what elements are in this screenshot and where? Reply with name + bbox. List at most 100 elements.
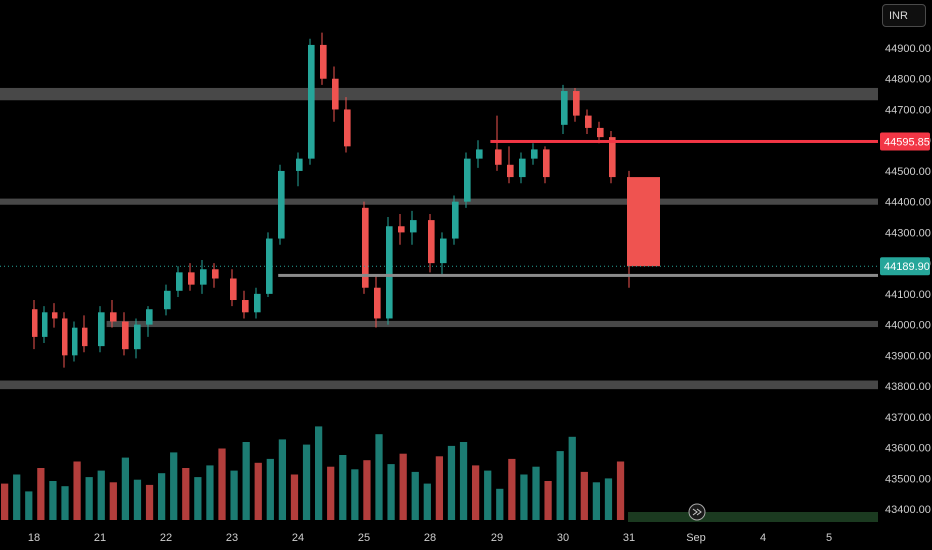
volume-bar-14 — [170, 452, 178, 520]
candle-body-23 — [320, 44, 327, 79]
candle-body-11 — [164, 290, 171, 310]
volume-bar-35 — [423, 483, 431, 520]
candle-body-22 — [308, 44, 315, 159]
volume-bar-13 — [158, 473, 166, 520]
candle-body-8 — [122, 321, 129, 350]
y-tick-0: 44900.00 — [885, 43, 931, 55]
candle-body-34 — [464, 158, 471, 202]
volume-base-strip — [628, 512, 878, 522]
support-line — [278, 273, 878, 277]
y-tick-14: 43500.00 — [885, 473, 931, 485]
price-tag-0: 44595.85 — [884, 136, 930, 148]
volume-bar-4 — [49, 481, 57, 520]
y-tick-4: 44500.00 — [885, 166, 931, 178]
volume-bar-6 — [73, 461, 81, 520]
volume-bar-45 — [544, 481, 552, 520]
volume-bar-15 — [182, 468, 190, 520]
zone-1 — [0, 198, 878, 205]
candle-body-10 — [146, 309, 153, 325]
volume-bar-7 — [85, 477, 93, 520]
y-tick-5: 44400.00 — [885, 197, 931, 209]
candle-body-9 — [134, 324, 141, 350]
candle-body-36 — [495, 149, 502, 165]
candle-body-15 — [212, 269, 219, 279]
y-tick-15: 43400.00 — [885, 504, 931, 516]
volume-bar-23 — [278, 439, 287, 520]
candle-body-46 — [627, 177, 660, 267]
volume-bar-32 — [387, 464, 395, 520]
volume-bar-29 — [351, 469, 359, 520]
candle-body-19 — [266, 238, 273, 294]
volume-bar-16 — [194, 477, 202, 520]
candle-body-39 — [531, 149, 538, 159]
candle-body-1 — [42, 312, 48, 337]
volume-bar-8 — [97, 470, 105, 520]
candle-body-7 — [110, 312, 117, 322]
time-axis[interactable]: 18 21 22 23 24 25 28 29 30 31 Sep 4 5 — [28, 532, 832, 544]
volume-bar-47 — [568, 436, 576, 520]
y-tick-13: 43600.00 — [885, 443, 931, 455]
zone-3 — [0, 380, 878, 390]
currency-selector[interactable]: INR — [882, 4, 926, 27]
volume-bar-3 — [37, 468, 45, 520]
candle-body-31 — [428, 220, 435, 264]
candle-body-45 — [609, 137, 616, 178]
candle-body-2 — [52, 312, 58, 319]
volume-bar-20 — [242, 442, 250, 520]
zone-2 — [106, 320, 879, 328]
volume-bar-39 — [472, 465, 480, 520]
x-tick-5: 25 — [358, 532, 370, 544]
volume-bar-36 — [435, 456, 444, 520]
volume-bar-30 — [363, 460, 371, 520]
volume-bar-9 — [109, 482, 117, 520]
volume-bar-31 — [375, 434, 383, 520]
volume-bar-18 — [218, 448, 226, 520]
candle-body-26 — [362, 207, 369, 288]
volume-bar-50 — [604, 478, 613, 520]
volume-bar-21 — [254, 462, 262, 520]
candle-body-35 — [476, 149, 483, 159]
price-axis[interactable]: 44900.0044800.0044700.0044600.0044500.00… — [885, 43, 931, 516]
chevrons-right-icon — [692, 508, 702, 516]
x-tick-9: 31 — [623, 532, 635, 544]
candle-body-38 — [519, 158, 526, 178]
volume-bar-25 — [302, 444, 311, 520]
y-tick-6: 44300.00 — [885, 227, 931, 239]
price-tag-box-0 — [880, 132, 930, 151]
x-tick-12: 5 — [826, 532, 832, 544]
volume-bar-44 — [532, 466, 540, 520]
volume-bar-0 — [1, 483, 9, 520]
candle-body-37 — [507, 164, 514, 178]
volume-bar-11 — [133, 479, 142, 520]
volume-bar-46 — [556, 451, 564, 520]
candle-body-40 — [543, 149, 550, 178]
candle-body-28 — [386, 226, 393, 319]
volume-bar-24 — [290, 474, 299, 520]
x-tick-0: 18 — [28, 532, 40, 544]
volume-bar-1 — [13, 474, 21, 520]
candle-body-18 — [254, 293, 261, 313]
candle-body-41 — [561, 91, 568, 125]
resistance-line — [490, 139, 878, 143]
volume-bar-38 — [459, 442, 468, 520]
x-tick-8: 30 — [557, 532, 569, 544]
zone-0 — [0, 87, 878, 101]
zones-layer — [0, 87, 879, 390]
candle-body-5 — [82, 327, 88, 347]
volume-bar-10 — [121, 457, 130, 520]
volume-bar-49 — [592, 482, 601, 520]
candle-body-42 — [573, 91, 580, 116]
y-tick-8: 44100.00 — [885, 289, 931, 301]
candle-body-16 — [230, 278, 237, 301]
candle-body-13 — [188, 272, 195, 285]
lines-layer — [0, 139, 878, 277]
price-tag-box-1 — [880, 257, 930, 276]
volume-bar-17 — [206, 465, 214, 520]
candles-layer — [32, 32, 660, 368]
x-tick-11: 4 — [760, 532, 766, 544]
y-tick-10: 43900.00 — [885, 350, 931, 362]
x-tick-1: 21 — [94, 532, 106, 544]
volume-bar-37 — [447, 445, 456, 520]
volume-bar-41 — [496, 488, 504, 520]
